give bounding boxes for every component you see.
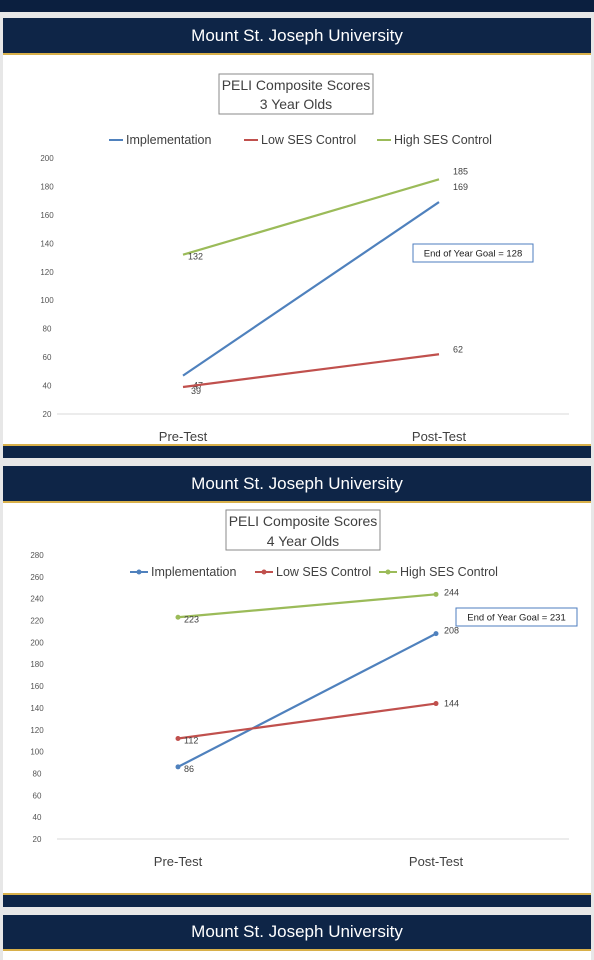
chart-subtitle: 4 Year Olds (267, 533, 339, 549)
y-tick-label: 200 (40, 154, 54, 163)
y-tick-label: 220 (30, 617, 44, 626)
legend: Implementation Low SES Control High SES Co… (130, 565, 498, 579)
legend-label-1: Implementation (126, 133, 212, 147)
chart-4-year-olds: PELI Composite Scores 4 Year Olds Implemen… (30, 509, 578, 869)
y-tick-label: 100 (40, 296, 54, 305)
slide-next: Mount St. Joseph University (3, 915, 591, 960)
goal-label: End of Year Goal = 128 (424, 249, 523, 260)
legend-marker-2 (261, 569, 267, 575)
slide-3-year-olds: Mount St. Joseph University PELI Composi… (3, 18, 591, 458)
goal-annotation: End of Year Goal = 128 (412, 243, 534, 263)
chart-title: PELI Composite Scores (229, 513, 378, 529)
data-point-2-1 (175, 736, 181, 742)
y-tick-label: 100 (30, 748, 44, 757)
chart-3-year-olds: PELI Composite Scores 3 Year Olds Implemen… (40, 73, 569, 444)
y-tick-label: 80 (43, 325, 52, 334)
data-point-3-1 (175, 614, 181, 620)
y-tick-label: 140 (30, 704, 44, 713)
y-tick-label: 40 (33, 813, 42, 822)
data-label-3-2: 185 (453, 166, 468, 176)
chart-title-box: PELI Composite Scores 3 Year Olds (218, 73, 374, 115)
x-tick-label-pre-test: Pre-Test (159, 429, 208, 444)
legend-label-1: Implementation (151, 565, 237, 579)
y-tick-label: 60 (33, 791, 42, 800)
goal-annotation: End of Year Goal = 231 (455, 607, 578, 627)
y-tick-label: 140 (40, 239, 54, 248)
data-point-3-2 (433, 591, 439, 597)
y-tick-label: 120 (30, 726, 44, 735)
y-tick-label: 20 (43, 410, 52, 419)
data-label-3-2: 244 (444, 587, 459, 597)
y-tick-label: 40 (43, 382, 52, 391)
slide-header: Mount St. Joseph University (3, 915, 591, 951)
data-point-1-2 (433, 631, 439, 637)
data-point-2-2 (433, 701, 439, 707)
x-tick-label-pre-test: Pre-Test (154, 854, 203, 869)
legend-label-2: Low SES Control (261, 133, 356, 147)
data-label-2-1: 39 (191, 386, 201, 396)
goal-box (412, 243, 534, 263)
slide-header: Mount St. Joseph University (3, 466, 591, 503)
title-frame (225, 509, 381, 551)
data-label-2-1: 112 (184, 736, 198, 746)
legend-label-3: High SES Control (400, 565, 498, 579)
y-tick-label: 200 (30, 638, 44, 647)
y-tick-label: 180 (30, 660, 44, 669)
series-line-2 (182, 353, 440, 389)
legend-marker-1 (136, 569, 142, 575)
goal-box (455, 607, 578, 627)
series-line-3 (177, 593, 437, 619)
y-tick-label: 160 (30, 682, 44, 691)
y-tick-label: 20 (33, 835, 42, 844)
data-label-2-2: 62 (453, 344, 463, 354)
data-label-1-2: 169 (453, 182, 468, 192)
y-tick-label: 260 (30, 573, 44, 582)
y-tick-label: 80 (33, 769, 42, 778)
data-label-1-2: 208 (444, 626, 459, 636)
legend: Implementation Low SES Control High SES Co… (109, 133, 492, 147)
slide-footer (3, 444, 591, 458)
legend-label-3: High SES Control (394, 133, 492, 147)
legend-marker-3 (385, 569, 391, 575)
series-line-1 (177, 632, 437, 768)
y-tick-label: 240 (30, 595, 44, 604)
data-label-3-1: 132 (188, 252, 203, 262)
goal-label: End of Year Goal = 231 (467, 613, 566, 624)
series-line-2 (177, 702, 437, 740)
y-tick-label: 180 (40, 182, 54, 191)
slide-footer (3, 893, 591, 907)
data-label-3-1: 223 (184, 614, 199, 624)
data-label-1-1: 86 (184, 764, 194, 774)
y-tick-label: 160 (40, 211, 54, 220)
title-frame (218, 73, 374, 115)
series-line-1 (182, 201, 440, 377)
y-tick-label: 280 (30, 551, 44, 560)
legend-label-2: Low SES Control (276, 565, 371, 579)
slide-header: Mount St. Joseph University (3, 18, 591, 55)
x-tick-label-post-test: Post-Test (412, 429, 467, 444)
chart-subtitle: 3 Year Olds (260, 96, 332, 112)
data-label-2-2: 144 (444, 699, 459, 709)
chart-title-box: PELI Composite Scores 4 Year Olds (225, 509, 381, 551)
y-tick-label: 120 (40, 268, 54, 277)
top-bar (0, 0, 594, 12)
series-line-3 (182, 178, 440, 256)
data-point-1-1 (175, 764, 181, 770)
x-tick-label-post-test: Post-Test (409, 854, 464, 869)
y-tick-label: 60 (43, 353, 52, 362)
chart-title: PELI Composite Scores (222, 77, 371, 93)
slide-4-year-olds: Mount St. Joseph University PELI Composi… (3, 466, 591, 907)
